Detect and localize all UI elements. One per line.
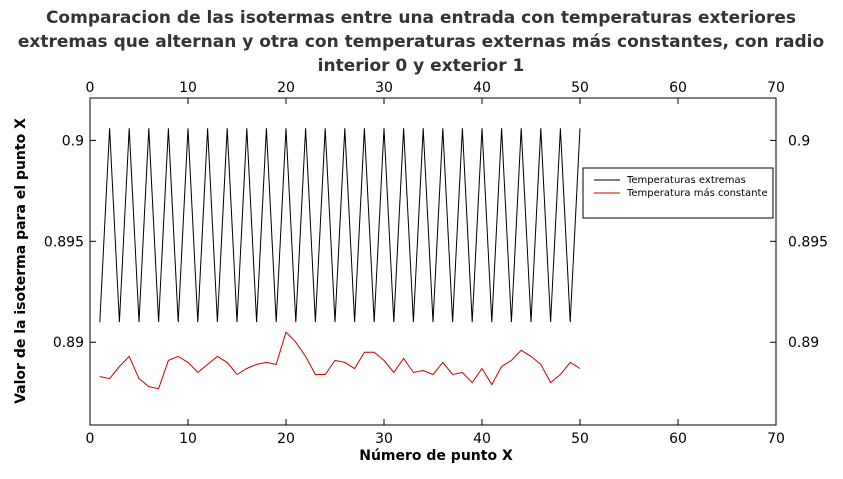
- x-tick-label-top: 20: [277, 80, 295, 96]
- x-tick-label-top: 50: [571, 80, 589, 96]
- legend: Temperaturas extremas Temperatura más co…: [582, 167, 774, 219]
- y-tick-label-left: 0.89: [53, 335, 84, 351]
- x-tick-label-top: 70: [767, 80, 785, 96]
- x-tick-label-top: 10: [179, 80, 197, 96]
- x-tick-label-bottom: 70: [767, 431, 785, 447]
- chart-title-line-2: extremas que alternan y otra con tempera…: [18, 32, 824, 52]
- x-tick-label-bottom: 20: [277, 431, 295, 447]
- legend-label-temperaturas-extremas: Temperaturas extremas: [626, 175, 746, 186]
- y-tick-label-right: 0.895: [788, 234, 828, 250]
- plot-frame: [89, 97, 777, 426]
- x-tick-label-top: 60: [669, 80, 687, 96]
- x-tick-label-bottom: 40: [473, 431, 491, 447]
- x-tick-label-top: 30: [375, 80, 393, 96]
- x-tick-label-bottom: 10: [179, 431, 197, 447]
- x-tick-label-bottom: 0: [86, 431, 95, 447]
- x-tick-label-bottom: 50: [571, 431, 589, 447]
- chart-title-line-3: interior 0 y exterior 1: [318, 56, 525, 76]
- x-tick-label-bottom: 60: [669, 431, 687, 447]
- y-tick-label-left: 0.9: [62, 133, 84, 149]
- legend-label-temperatura-mas-constante: Temperatura más constante: [626, 187, 768, 199]
- x-tick-label-top: 40: [473, 80, 491, 96]
- y-tick-label-right: 0.89: [788, 335, 819, 351]
- y-tick-label-left: 0.895: [44, 234, 84, 250]
- series-line-temperaturas-extremas: [99, 128, 581, 323]
- y-axis-label: Valor de la isoterma para el punto X: [13, 118, 29, 404]
- chart-title-line-1: Comparacion de las isotermas entre una e…: [46, 8, 796, 28]
- x-tick-label-bottom: 30: [375, 431, 393, 447]
- axis-ticks: 0 0 10 10 20 20 30 30 40 40 50 50 60 60 70 70 0.89 0.89 0.…: [44, 80, 828, 447]
- y-tick-label-right: 0.9: [788, 133, 810, 149]
- x-axis-label: Número de punto X: [359, 448, 513, 464]
- series-layer: [99, 128, 581, 390]
- x-tick-label-top: 0: [86, 80, 95, 96]
- series-line-temperatura-mas-constante: [99, 331, 581, 390]
